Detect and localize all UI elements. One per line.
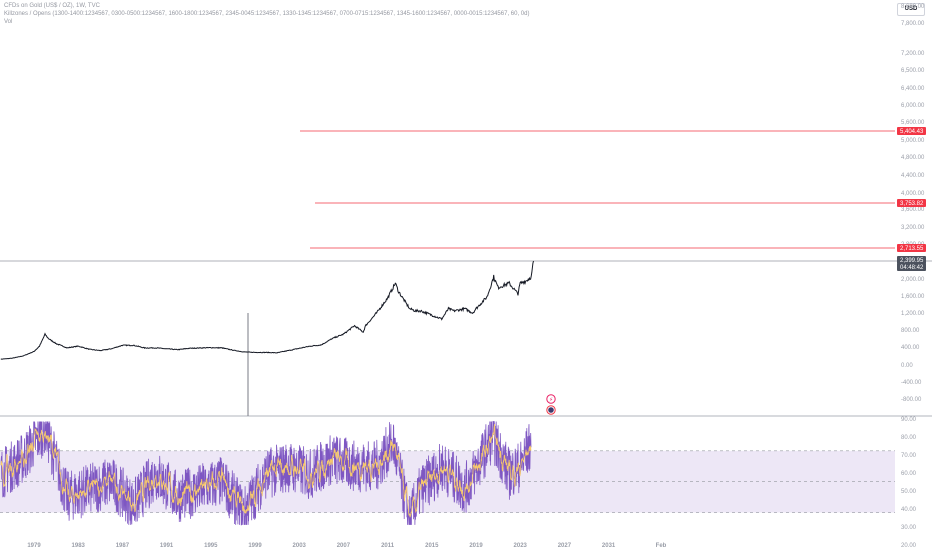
time-tick-label: 1979 — [27, 543, 41, 549]
price-tick-label: 6,000.00 — [901, 103, 925, 109]
time-tick-label: 1987 — [116, 543, 130, 549]
indicator-legend: Killzones / Opens (1300-1400:1234567, 03… — [4, 11, 530, 17]
price-tick-label: 1,200.00 — [901, 311, 925, 317]
rsi-tick-label: 70.00 — [901, 453, 917, 459]
time-tick-label: 2019 — [469, 543, 483, 549]
time-tick-label: 2023 — [514, 543, 528, 549]
svg-text:5,404.43: 5,404.43 — [900, 129, 924, 135]
price-tick-label: 6,500.00 — [901, 68, 925, 74]
price-label: 3,753.82 — [897, 199, 926, 207]
time-tick-label: 1995 — [204, 543, 218, 549]
rsi-tick-label: 60.00 — [901, 471, 917, 477]
price-tick-label: 4,800.00 — [901, 155, 925, 161]
rsi-line — [0, 421, 532, 526]
price-series — [0, 260, 534, 360]
price-tick-label: 8,600.00 — [901, 4, 925, 10]
rsi-tick-label: 30.00 — [901, 525, 917, 531]
rsi-series — [0, 421, 532, 526]
time-tick-label: 2007 — [337, 543, 351, 549]
time-axis[interactable]: 1979 1983 1987 1991 1995 1999 2003 2007 2011 2015… — [27, 543, 666, 549]
price-tick-label: 3,600.00 — [901, 207, 925, 213]
time-tick-label: 1983 — [72, 543, 86, 549]
lightning-icon: ⚡ — [549, 397, 553, 404]
flag-marker[interactable] — [546, 405, 556, 415]
time-tick-label: 2031 — [602, 543, 616, 549]
time-tick-label: 1991 — [160, 543, 174, 549]
rsi-ma-line — [0, 423, 532, 518]
svg-text:2,399.95: 2,399.95 — [900, 258, 924, 264]
price-tick-label: 5,600.00 — [901, 120, 925, 126]
price-tick-label: -400.00 — [901, 380, 922, 386]
price-tick-label: 0.00 — [901, 363, 913, 369]
time-tick-label: 1999 — [248, 543, 262, 549]
svg-text:2,713.55: 2,713.55 — [900, 246, 924, 252]
price-axis[interactable]: 8,600.00 7,800.00 7,200.00 6,500.00 6,400.00… — [901, 4, 925, 403]
price-label: 2,713.55 — [897, 244, 926, 252]
svg-text:04:48:42: 04:48:42 — [900, 265, 924, 271]
rsi-axis[interactable]: 90.00 80.00 70.00 60.00 50.00 40.00 30.00 20.00 — [901, 417, 917, 549]
time-tick-label: 2003 — [293, 543, 307, 549]
rsi-tick-label: 20.00 — [901, 543, 917, 549]
price-label: 5,404.43 — [897, 127, 926, 135]
price-tick-label: 400.00 — [901, 345, 920, 351]
price-tick-label: 6,400.00 — [901, 86, 925, 92]
price-tick-label: 2,000.00 — [901, 277, 925, 283]
horizontal-levels — [300, 130, 895, 249]
price-line — [0, 260, 534, 360]
rsi-tick-label: 80.00 — [901, 435, 917, 441]
time-tick-label: 2027 — [558, 543, 572, 549]
price-tick-label: 5,000.00 — [901, 138, 925, 144]
time-tick-label: 2015 — [425, 543, 439, 549]
price-tick-label: 1,600.00 — [901, 294, 925, 300]
price-label: 2,399.95 — [897, 256, 926, 264]
rsi-tick-label: 90.00 — [901, 417, 917, 423]
volume-legend: Vol — [4, 19, 13, 25]
price-tick-label: 800.00 — [901, 328, 920, 334]
symbol-title: CFDs on Gold (US$ / OZ), 1W, TVC — [4, 3, 100, 9]
price-tick-label: 4,400.00 — [901, 173, 925, 179]
currency-button[interactable]: USD — [897, 3, 925, 16]
rsi-tick-label: 40.00 — [901, 507, 917, 513]
price-tick-label: 4,000.00 — [901, 191, 925, 197]
price-tick-label: -800.00 — [901, 397, 922, 403]
price-tick-label: 3,200.00 — [901, 225, 925, 231]
time-tick-label: 2011 — [381, 543, 395, 549]
event-marker[interactable]: ⚡ — [546, 394, 556, 404]
price-tick-label: 7,800.00 — [901, 21, 925, 27]
price-tick-label: 7,200.00 — [901, 51, 925, 57]
svg-text:3,753.82: 3,753.82 — [900, 201, 924, 207]
time-tick-label: Feb — [656, 543, 667, 549]
price-label: 04:48:42 — [897, 263, 926, 271]
us-flag-icon — [548, 407, 554, 413]
rsi-tick-label: 50.00 — [901, 489, 917, 495]
